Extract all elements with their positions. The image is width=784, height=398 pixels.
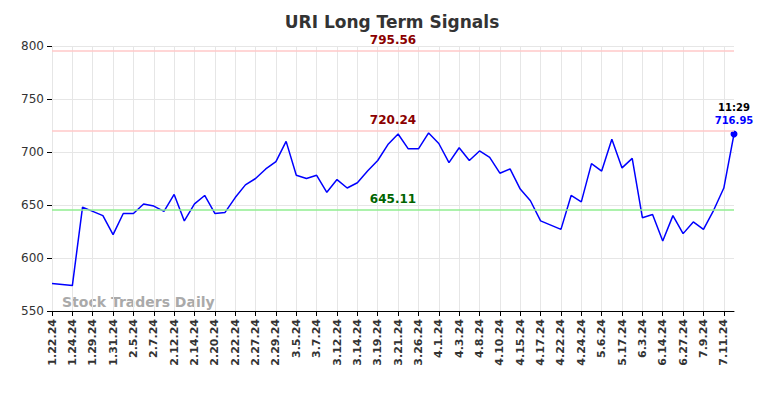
svg-text:URI Long Term Signals: URI Long Term Signals (285, 12, 499, 32)
svg-text:5.6.24: 5.6.24 (595, 319, 608, 358)
svg-text:4.8.24: 4.8.24 (473, 319, 486, 358)
svg-text:4.24.24: 4.24.24 (575, 319, 588, 366)
svg-text:7.9.24: 7.9.24 (697, 319, 710, 358)
svg-text:6.3.24: 6.3.24 (636, 319, 649, 358)
svg-text:4.17.24: 4.17.24 (534, 319, 547, 366)
svg-text:2.12.24: 2.12.24 (168, 319, 181, 366)
svg-text:700: 700 (21, 145, 44, 159)
svg-text:650: 650 (21, 198, 44, 212)
svg-text:2.20.24: 2.20.24 (208, 319, 221, 366)
svg-text:Stock Traders Daily: Stock Traders Daily (62, 294, 215, 310)
svg-text:550: 550 (21, 304, 44, 318)
svg-text:1.22.24: 1.22.24 (46, 319, 59, 366)
svg-text:3.5.24: 3.5.24 (290, 319, 303, 358)
svg-text:1.24.24: 1.24.24 (66, 319, 79, 366)
svg-text:750: 750 (21, 92, 44, 106)
svg-text:2.22.24: 2.22.24 (229, 319, 242, 366)
svg-text:600: 600 (21, 251, 44, 265)
svg-text:6.27.24: 6.27.24 (677, 319, 690, 366)
svg-text:2.7.24: 2.7.24 (147, 319, 160, 358)
svg-text:2.29.24: 2.29.24 (269, 319, 282, 366)
svg-text:5.17.24: 5.17.24 (616, 319, 629, 366)
svg-text:4.10.24: 4.10.24 (493, 319, 506, 366)
svg-text:1.29.24: 1.29.24 (86, 319, 99, 366)
svg-text:11:29: 11:29 (718, 102, 750, 113)
svg-text:3.12.24: 3.12.24 (331, 319, 344, 366)
svg-text:800: 800 (21, 39, 44, 53)
svg-text:795.56: 795.56 (370, 33, 416, 47)
svg-text:3.19.24: 3.19.24 (371, 319, 384, 366)
svg-text:3.21.24: 3.21.24 (392, 319, 405, 366)
svg-text:3.14.24: 3.14.24 (351, 319, 364, 366)
svg-text:4.1.24: 4.1.24 (432, 319, 445, 358)
svg-text:4.15.24: 4.15.24 (514, 319, 527, 366)
svg-text:720.24: 720.24 (370, 113, 416, 127)
svg-text:2.14.24: 2.14.24 (188, 319, 201, 366)
svg-text:2.5.24: 2.5.24 (127, 319, 140, 358)
svg-text:4.22.24: 4.22.24 (554, 319, 567, 366)
svg-text:2.27.24: 2.27.24 (249, 319, 262, 366)
svg-text:7.11.24: 7.11.24 (717, 319, 730, 366)
svg-text:4.3.24: 4.3.24 (453, 319, 466, 358)
svg-text:3.26.24: 3.26.24 (412, 319, 425, 366)
svg-text:645.11: 645.11 (370, 192, 416, 206)
svg-text:1.31.24: 1.31.24 (107, 319, 120, 366)
svg-text:3.7.24: 3.7.24 (310, 319, 323, 358)
svg-text:716.95: 716.95 (715, 115, 754, 126)
svg-text:6.14.24: 6.14.24 (656, 319, 669, 366)
